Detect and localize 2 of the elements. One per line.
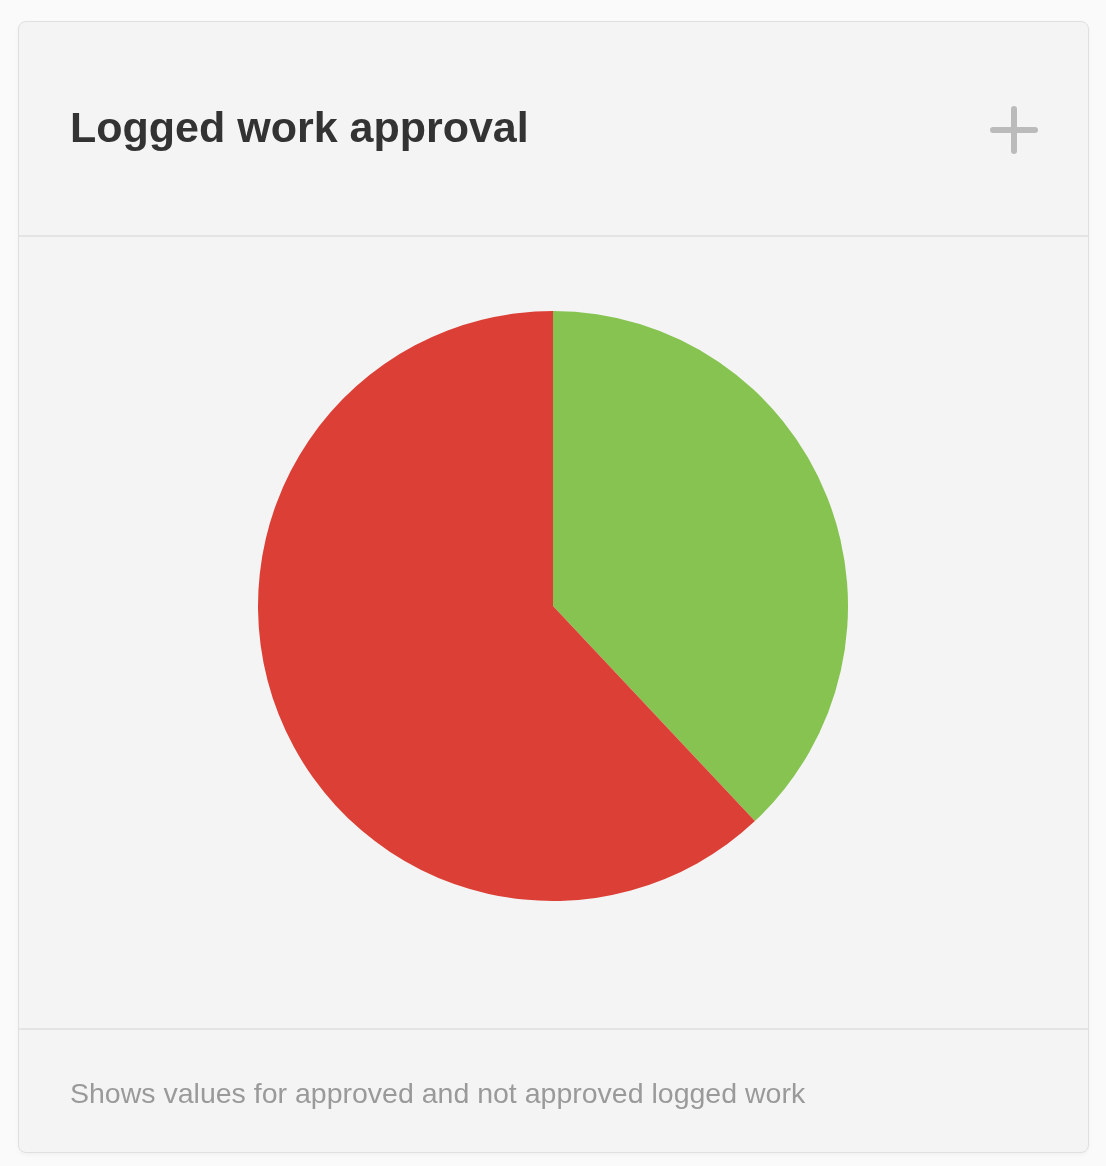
text: Shows values for approved and not approved logged work — [70, 1076, 806, 1111]
chart-title: Logged work approval — [70, 102, 529, 153]
